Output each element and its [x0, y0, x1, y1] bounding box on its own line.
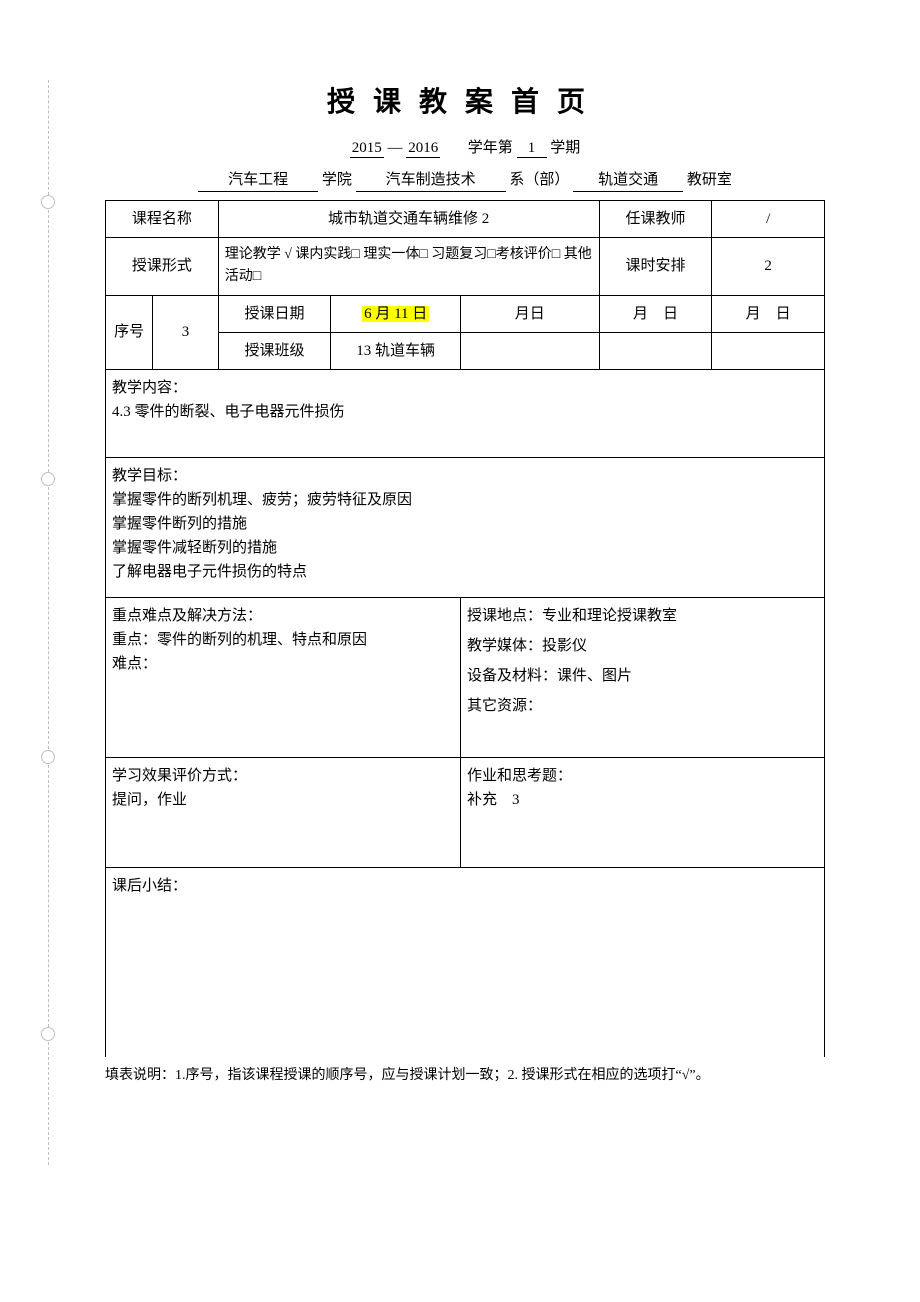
teach-class-2	[460, 332, 599, 369]
semester-num: 1	[517, 140, 547, 158]
media-line-2: 教学媒体：投影仪	[467, 634, 818, 658]
dept-value: 汽车制造技术	[356, 168, 506, 192]
year-start: 2015	[350, 140, 384, 158]
binding-marks	[38, 80, 58, 1180]
office-value: 轨道交通	[573, 168, 683, 192]
goal-line-3: 掌握零件减轻断列的措施	[112, 540, 277, 556]
focus-line-2: 难点：	[112, 656, 157, 672]
footer-note: 填表说明：1.序号，指该课程授课的顺序号，应与授课计划一致；2. 授课形式在相应…	[105, 1065, 825, 1087]
teach-class-1: 13 轨道车辆	[331, 332, 461, 369]
teach-class-4	[712, 332, 825, 369]
summary-label: 课后小结：	[112, 878, 187, 894]
college-label: 学院	[322, 172, 352, 188]
goal-line-2: 掌握零件断列的措施	[112, 516, 247, 532]
hours-label: 课时安排	[599, 238, 712, 296]
teach-class-label: 授课班级	[218, 332, 331, 369]
hours-value: 2	[712, 238, 825, 296]
year-end: 2016	[406, 140, 440, 158]
evaluation-body: 提问，作业	[112, 792, 187, 808]
teaching-goal-cell: 教学目标： 掌握零件的断列机理、疲劳；疲劳特征及原因 掌握零件断列的措施 掌握零…	[106, 457, 825, 597]
course-name-value: 城市轨道交通车辆维修 2	[218, 201, 599, 238]
teach-class-3	[599, 332, 712, 369]
teaching-goal-label: 教学目标：	[112, 468, 187, 484]
media-line-1: 授课地点：专业和理论授课教室	[467, 604, 818, 628]
lesson-plan-table: 课程名称 城市轨道交通车辆维修 2 任课教师 / 授课形式 理论教学 √ 课内实…	[105, 200, 825, 1057]
page-title: 授课教案首页	[105, 80, 825, 120]
media-line-4: 其它资源：	[467, 694, 818, 718]
department-line: 汽车工程 学院 汽车制造技术 系（部） 轨道交通 教研室	[105, 168, 825, 192]
teach-date-1-hl: 6 月 11 日	[362, 306, 429, 322]
subtitle-label2: 学期	[550, 140, 580, 156]
college-value: 汽车工程	[198, 168, 318, 192]
teaching-content-body: 4.3 零件的断裂、电子电器元件损伤	[112, 404, 345, 420]
summary-cell: 课后小结：	[106, 867, 825, 1057]
teaching-form-value: 理论教学 √ 课内实践□ 理实一体□ 习题复习□考核评价□ 其他活动□	[218, 238, 599, 296]
goal-line-1: 掌握零件的断列机理、疲劳；疲劳特征及原因	[112, 492, 412, 508]
goal-line-4: 了解电器电子元件损伤的特点	[112, 564, 307, 580]
dept-label: 系（部）	[509, 172, 569, 188]
teach-date-2: 月日	[460, 295, 599, 332]
focus-label: 重点难点及解决方法：	[112, 608, 262, 624]
teaching-form-label: 授课形式	[106, 238, 219, 296]
subtitle-label1: 学年第	[468, 140, 513, 156]
homework-label: 作业和思考题：	[467, 768, 572, 784]
evaluation-label: 学习效果评价方式：	[112, 768, 247, 784]
teaching-content-label: 教学内容：	[112, 380, 187, 396]
teach-date-3: 月 日	[599, 295, 712, 332]
page-container: 授课教案首页 2015 — 2016 学年第 1 学期 汽车工程 学院 汽车制造…	[105, 80, 825, 1088]
focus-line-1: 重点：零件的断列的机理、特点和原因	[112, 632, 367, 648]
teach-date-4: 月 日	[712, 295, 825, 332]
year-dash: —	[387, 140, 402, 156]
sequence-value: 3	[153, 295, 218, 369]
homework-cell: 作业和思考题： 补充 3	[460, 757, 824, 867]
focus-difficulty-cell: 重点难点及解决方法： 重点：零件的断列的机理、特点和原因 难点：	[106, 597, 461, 757]
media-line-3: 设备及材料：课件、图片	[467, 664, 818, 688]
sequence-label: 序号	[106, 295, 153, 369]
teach-date-label: 授课日期	[218, 295, 331, 332]
teaching-content-cell: 教学内容： 4.3 零件的断裂、电子电器元件损伤	[106, 369, 825, 457]
office-label: 教研室	[687, 172, 732, 188]
homework-body: 补充 3	[467, 792, 520, 808]
teach-date-1: 6 月 11 日	[331, 295, 461, 332]
teacher-label: 任课教师	[599, 201, 712, 238]
subtitle-line: 2015 — 2016 学年第 1 学期	[105, 136, 825, 158]
teacher-value: /	[712, 201, 825, 238]
media-cell: 授课地点：专业和理论授课教室 教学媒体：投影仪 设备及材料：课件、图片 其它资源…	[460, 597, 824, 757]
course-name-label: 课程名称	[106, 201, 219, 238]
evaluation-cell: 学习效果评价方式： 提问，作业	[106, 757, 461, 867]
